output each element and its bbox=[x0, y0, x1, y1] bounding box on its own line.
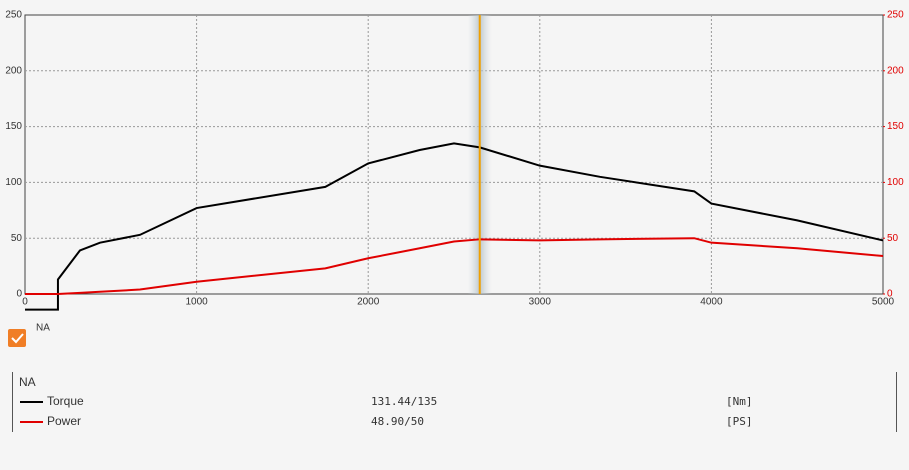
readout-title: NA bbox=[19, 375, 36, 389]
readout-value: 131.44/135 bbox=[371, 395, 437, 408]
checkmark bbox=[11, 333, 24, 344]
y-tick-label: 0 bbox=[16, 289, 22, 300]
legend-name: Torque bbox=[47, 394, 84, 408]
y2-tick-label: 200 bbox=[887, 65, 904, 76]
x-tick-label: 1000 bbox=[185, 297, 208, 308]
y2-tick-label: 100 bbox=[887, 177, 904, 188]
readout-unit: [Nm] bbox=[726, 395, 753, 408]
y-tick-label: 200 bbox=[5, 65, 22, 76]
y2-tick-label: 250 bbox=[887, 10, 904, 21]
readout-value: 48.90/50 bbox=[371, 415, 424, 428]
y-tick-label: 100 bbox=[5, 177, 22, 188]
legend-name: Power bbox=[47, 414, 81, 428]
y-tick-label: 150 bbox=[5, 121, 22, 132]
checkbox[interactable] bbox=[8, 329, 26, 347]
checkbox-label: NA bbox=[36, 323, 50, 334]
series-line bbox=[25, 237, 884, 295]
readout-unit: [PS] bbox=[726, 415, 753, 428]
y-tick-label: 250 bbox=[5, 10, 22, 21]
y-tick-label: 50 bbox=[11, 233, 23, 244]
series-line bbox=[25, 142, 884, 311]
y2-tick-label: 150 bbox=[887, 121, 904, 132]
x-tick-label: 0 bbox=[22, 297, 28, 308]
y2-tick-label: 50 bbox=[887, 233, 899, 244]
y2-tick-label: 0 bbox=[887, 289, 893, 300]
checkbox-box[interactable] bbox=[8, 329, 26, 347]
x-tick-label: 3000 bbox=[529, 297, 552, 308]
x-tick-label: 5000 bbox=[872, 297, 895, 308]
x-tick-label: 2000 bbox=[357, 297, 380, 308]
plot-area bbox=[24, 14, 884, 295]
x-tick-label: 4000 bbox=[700, 297, 723, 308]
